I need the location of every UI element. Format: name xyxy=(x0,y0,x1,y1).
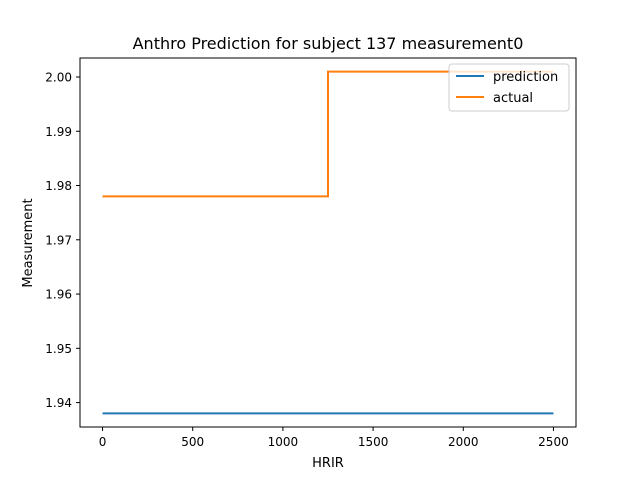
x-tick-label: 0 xyxy=(99,435,107,449)
legend: prediction actual xyxy=(448,63,570,112)
series-layer xyxy=(102,70,554,415)
y-tick-label: 1.99 xyxy=(45,125,72,139)
legend-label-prediction: prediction xyxy=(493,70,558,85)
x-tick-label: 1000 xyxy=(268,435,299,449)
x-tick-label: 500 xyxy=(181,435,204,449)
y-tick-label: 1.97 xyxy=(45,233,72,247)
y-tick-label: 1.95 xyxy=(45,342,72,356)
x-tick-label: 2000 xyxy=(448,435,479,449)
y-tick-label: 2.00 xyxy=(45,70,72,84)
x-tick-label: 2500 xyxy=(538,435,569,449)
legend-label-actual: actual xyxy=(493,91,533,106)
chart-title: Anthro Prediction for subject 137 measur… xyxy=(133,34,524,53)
x-axis: 0 500 1000 1500 2000 2500 xyxy=(99,427,569,449)
x-axis-label: HRIR xyxy=(312,456,344,471)
series-line-actual xyxy=(102,70,554,198)
y-axis-label: Measurement xyxy=(21,198,36,287)
y-tick-label: 1.96 xyxy=(45,288,72,302)
y-axis: 1.94 1.95 1.96 1.97 1.98 1.99 2.00 xyxy=(45,70,80,410)
x-tick-label: 1500 xyxy=(358,435,389,449)
y-tick-label: 1.94 xyxy=(45,396,72,410)
plot-area xyxy=(79,57,577,428)
y-tick-label: 1.98 xyxy=(45,179,72,193)
